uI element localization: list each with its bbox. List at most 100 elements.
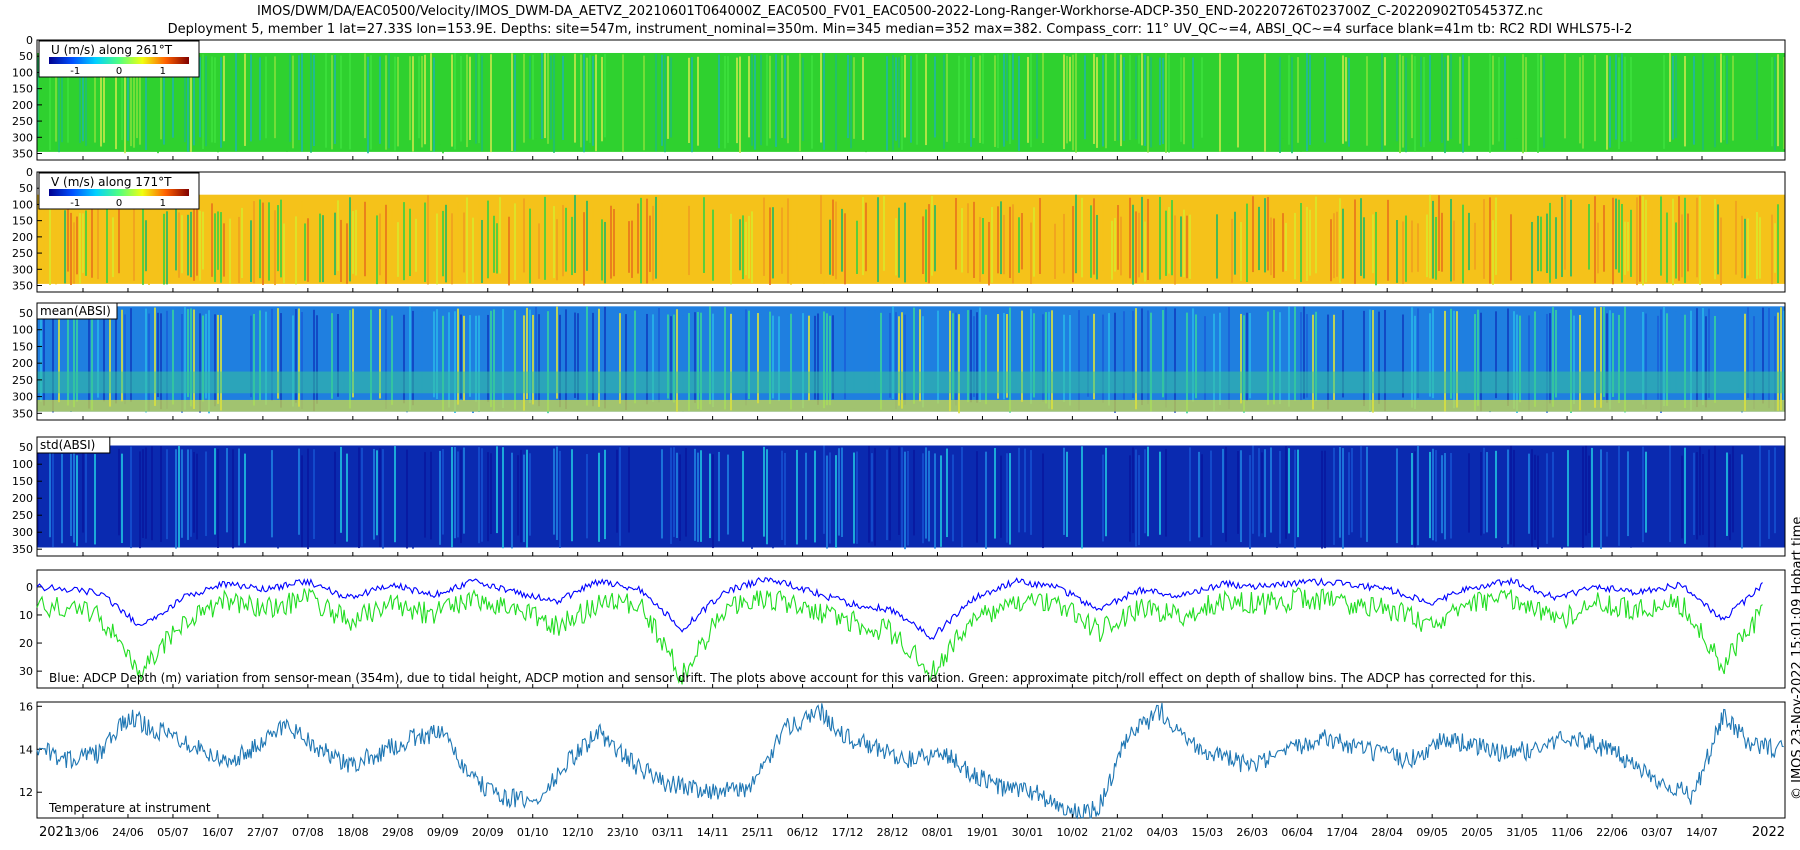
panel-6-y-tick-label: 14 [19,743,33,756]
panel-3-heatmap-streak [1681,314,1683,399]
panel-1-heatmap-streak [901,55,903,150]
panel-1-heatmap-streak [1288,55,1290,145]
panel-4-heatmap-streak [1780,446,1782,543]
panel-3-heatmap-streak [1768,308,1770,409]
panel-1-heatmap-streak [1615,54,1617,140]
panel-4-heatmap-streak [70,453,72,537]
panel-4-heatmap-streak [187,449,189,540]
depth-variation-line [36,576,1763,640]
panel-3-heatmap-streak [160,313,162,410]
panel-4-heatmap-streak [406,449,408,549]
panel-4-heatmap-streak [502,447,504,549]
panel-2-heatmap-streak [1612,197,1614,285]
x-tick-label: 08/01 [922,826,954,839]
panel-4-heatmap-streak [1552,451,1554,538]
panel-2-heatmap-streak [502,218,504,283]
x-tick-label: 28/12 [877,826,909,839]
panel-4-heatmap-streak [472,446,474,544]
panel-4-heatmap-streak [1066,451,1068,537]
panel-4-heatmap-streak [1762,453,1764,543]
panel-3-heatmap-streak [457,308,459,405]
panel-2-heatmap-streak [1759,217,1761,279]
panel-4-heatmap-streak [790,452,792,534]
panel-4-heatmap-streak [529,453,531,536]
panel-3-heatmap-streak [958,314,960,414]
panel-1-y-tick-label: 100 [12,66,33,79]
panel-3-heatmap-streak [1003,312,1005,400]
panel-2-heatmap-streak [1117,205,1119,270]
panel-1-heatmap-streak [334,54,336,144]
panel-4-heatmap-streak [1468,453,1470,533]
panel-3-heatmap-streak [253,313,255,406]
panel-4-heatmap-streak [1339,446,1341,538]
panel-2-heatmap-streak [1081,197,1083,278]
panel-3-heatmap-streak [52,315,54,413]
panel-2-heatmap-streak [259,199,261,279]
panel-3-heatmap-streak [901,312,903,409]
panel-2-heatmap-streak [1375,211,1377,286]
panel-1-heatmap-streak [835,54,837,151]
panel-2-heatmap-streak [1687,213,1689,272]
panel-4-heatmap-streak [280,452,282,533]
panel-2-heatmap-streak [1000,201,1002,275]
panel-3-heatmap-streak [514,310,516,410]
panel-2-heatmap-streak [1120,216,1122,276]
panel-4-heatmap-streak [1531,449,1533,547]
panel-1-heatmap-streak [1348,57,1350,147]
panel-4-y-tick-label: 100 [12,458,33,471]
panel-4-heatmap-streak [898,446,900,536]
panel-1-heatmap-streak [478,54,480,144]
panel-1-heatmap-streak [904,54,906,138]
panel-4-heatmap-streak [685,447,687,537]
panel-4-heatmap-streak [805,452,807,540]
panel-3-heatmap-streak [889,312,891,398]
panel-1-heatmap-streak [664,54,666,153]
panel-4-heatmap-streak [1429,451,1431,539]
panel-1-heatmap-streak [592,56,594,146]
panel-1-heatmap-streak [970,55,972,147]
panel-3-heatmap-streak [604,306,606,409]
panel-1-heatmap-streak [1141,53,1143,146]
panel-4-heatmap-streak [922,453,924,544]
panel-4-heatmap-streak [367,447,369,544]
panel-2-heatmap-streak [1549,202,1551,283]
panel-2-heatmap-streak [424,202,426,282]
panel-4-heatmap-streak [544,448,546,535]
panel-2-heatmap-streak [523,198,525,273]
panel-3-heatmap-streak [919,309,921,402]
panel-3-heatmap-streak [625,314,627,411]
panel-4-heatmap-streak [1303,452,1305,533]
panel-4-heatmap-streak [118,448,120,536]
panel-2-heatmap-streak [1645,199,1647,283]
panel-2-heatmap-streak [1642,196,1644,286]
panel-4-heatmap-streak [199,450,201,540]
panel-2-heatmap-streak [379,213,381,276]
panel-4-heatmap-streak [217,448,219,548]
panel-4-heatmap-streak [1114,450,1116,545]
panel-1-heatmap-streak [754,55,756,150]
panel-3-heatmap-streak [1012,306,1014,412]
panel-2-heatmap-streak [574,195,576,273]
panel-3-heatmap-streak [433,311,435,398]
panel-1-heatmap-streak [718,54,720,149]
panel-4-heatmap-streak [1132,447,1134,534]
panel-3-heatmap-field [37,306,1785,412]
panel-2-frame [36,171,1786,293]
panel-1-heatmap-streak [1594,54,1596,142]
panel-1-heatmap-streak [94,55,96,143]
panel-4-heatmap-streak [1705,446,1707,536]
panel-3-heatmap-streak [1573,315,1575,405]
panel-4-label: std(ABSI) [40,438,95,452]
panel-2-heatmap-streak [1681,214,1683,278]
panel-2-heatmap-streak [544,196,546,280]
panel-1-heatmap-streak [1411,54,1413,139]
panel-3-heatmap-streak [1132,310,1134,399]
panel-4-heatmap-streak [1450,452,1452,539]
panel-2-heatmap-streak [61,223,63,277]
panel-1-heatmap-streak [1237,54,1239,148]
panel-4-heatmap-streak [1486,452,1488,533]
panel-3-heatmap-streak [130,308,132,402]
panel-1-heatmap-streak [550,55,552,140]
panel-1-heatmap-streak [286,55,288,152]
panel-1-heatmap-streak [1012,53,1014,140]
